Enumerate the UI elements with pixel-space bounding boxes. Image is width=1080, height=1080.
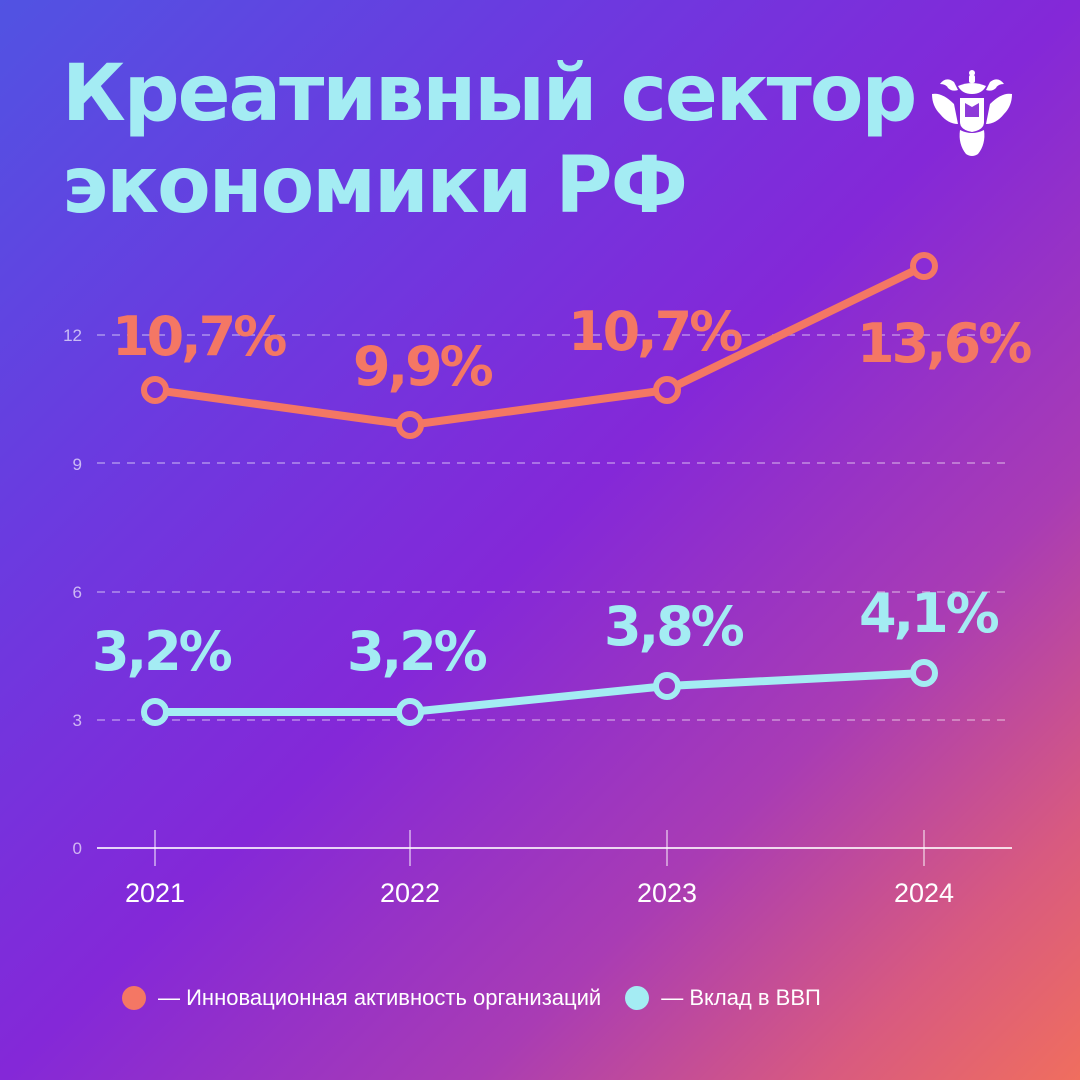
value-label: 9,9% — [353, 335, 493, 398]
x-tick-2021: 2021 — [125, 878, 185, 908]
x-axis — [97, 830, 1012, 866]
legend-item-gdp: — Вклад в ВВП — [625, 985, 821, 1011]
x-tick-2023: 2023 — [637, 878, 697, 908]
value-label: 10,7% — [568, 300, 742, 363]
y-tick-6: 6 — [73, 583, 82, 602]
y-tick-9: 9 — [73, 455, 82, 474]
double-headed-eagle-emblem-icon — [932, 70, 1012, 156]
value-label: 3,8% — [604, 595, 744, 658]
y-tick-0: 0 — [73, 839, 82, 858]
y-grid — [97, 334, 1012, 721]
legend-label: — Вклад в ВВП — [661, 985, 821, 1010]
data-point — [141, 376, 169, 404]
value-label: 4,1% — [859, 582, 999, 645]
legend-label: — Инновационная активность организаций — [158, 985, 602, 1010]
data-point — [653, 672, 681, 700]
title-line-2: экономики РФ — [62, 141, 688, 231]
data-point — [910, 659, 938, 687]
data-point — [396, 698, 424, 726]
data-point — [141, 698, 169, 726]
data-point — [396, 411, 424, 439]
page-title: Креативный сектор экономики РФ — [62, 48, 917, 232]
y-tick-3: 3 — [73, 711, 82, 730]
x-axis-labels: 2021 2022 2023 2024 — [125, 878, 954, 908]
legend-item-innovation: — Инновационная активность организаций — [122, 985, 601, 1011]
y-tick-12: 12 — [63, 326, 82, 345]
legend-dot-coral-icon — [122, 986, 146, 1010]
x-tick-2024: 2024 — [894, 878, 954, 908]
legend-dot-cyan-icon — [625, 986, 650, 1010]
series-gdp: 3,2% 3,2% 3,8% 4,1% — [92, 582, 1002, 726]
title-line-1: Креативный сектор — [62, 49, 917, 139]
value-label: 10,7% — [112, 305, 286, 368]
y-axis-labels: 12 9 6 3 0 — [63, 326, 82, 858]
chart-legend: — Инновационная активность организаций —… — [122, 985, 845, 1011]
data-point — [910, 252, 938, 280]
value-label: 3,2% — [347, 620, 487, 683]
x-tick-2022: 2022 — [380, 878, 440, 908]
series-innovation: 10,7% 9,9% 10,7% 13,6% — [112, 252, 1034, 439]
value-label: 13,6% — [857, 312, 1031, 375]
value-label: 3,2% — [92, 620, 232, 683]
data-point — [653, 376, 681, 404]
